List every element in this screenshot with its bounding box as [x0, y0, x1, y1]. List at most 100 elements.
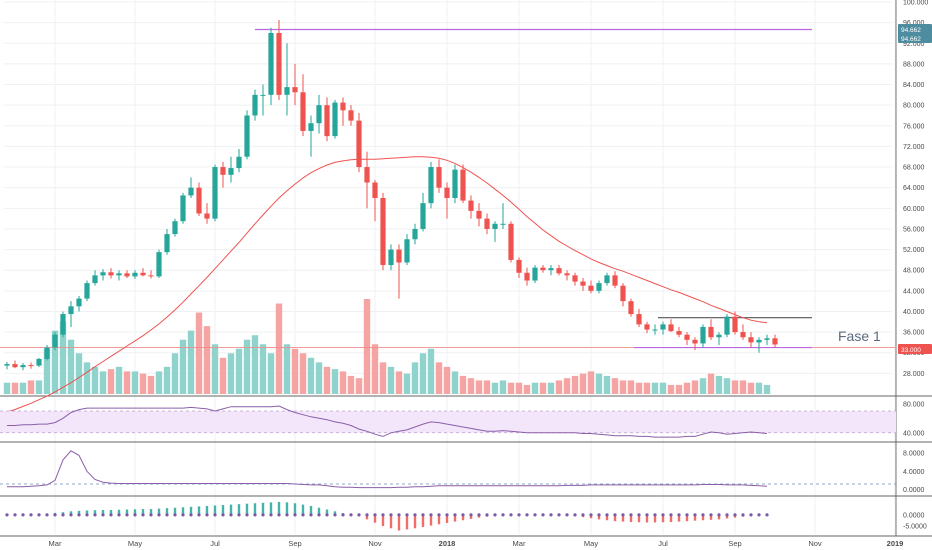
- horizontal-levels[interactable]: [0, 28, 896, 349]
- volume-bar: [51, 330, 59, 394]
- macd-tick-label: -5.0000: [903, 524, 927, 531]
- volume-bar: [539, 382, 547, 394]
- macd-marker: [365, 513, 369, 517]
- adx-panel: 8.0000 4.0000 0.0000: [0, 450, 925, 494]
- candle-body: [236, 156, 242, 169]
- volume-bar: [187, 330, 195, 394]
- price-axis[interactable]: 28.00032.00036.00040.00044.00048.00052.0…: [903, 0, 928, 378]
- macd-bar: [605, 514, 609, 521]
- macd-bar: [93, 510, 97, 515]
- macd-marker: [597, 513, 601, 517]
- macd-bar: [429, 514, 433, 526]
- macd-bar: [669, 514, 673, 523]
- time-tick-label: Nov: [808, 539, 822, 548]
- macd-marker: [309, 513, 313, 517]
- macd-bar: [293, 503, 297, 515]
- candle-body: [700, 326, 706, 344]
- macd-marker: [69, 513, 73, 517]
- macd-bar: [221, 505, 225, 515]
- time-tick-label: Jul: [210, 539, 220, 548]
- candle-body: [588, 285, 594, 291]
- candle-body: [692, 339, 698, 344]
- candle-body: [268, 32, 274, 95]
- macd-marker: [181, 513, 185, 517]
- adx-tick-label: 8.0000: [903, 451, 925, 458]
- macd-bar: [693, 514, 697, 521]
- price-tick-label: 52.000: [903, 247, 925, 254]
- volume-bar: [331, 369, 339, 394]
- volume-bar: [107, 369, 115, 394]
- volume-bar: [579, 373, 587, 394]
- macd-marker: [453, 513, 457, 517]
- volume-bar: [715, 375, 723, 394]
- macd-marker: [125, 513, 129, 517]
- volume-bar: [147, 375, 155, 394]
- macd-marker: [165, 513, 169, 517]
- macd-marker: [277, 513, 281, 517]
- volume-bar: [219, 357, 227, 394]
- candle-body: [108, 272, 114, 276]
- volume-bar: [283, 344, 291, 394]
- volume-bar: [507, 382, 515, 394]
- macd-bar: [613, 514, 617, 522]
- macd-marker: [613, 513, 617, 517]
- candle-body: [436, 167, 442, 188]
- volume-bar: [699, 378, 707, 394]
- volume-bar: [27, 380, 35, 394]
- volume-bar: [259, 344, 267, 394]
- macd-bar: [645, 514, 649, 523]
- volume-bar: [131, 371, 139, 394]
- macd-marker: [685, 513, 689, 517]
- macd-marker: [469, 513, 473, 517]
- macd-marker: [445, 513, 449, 517]
- macd-marker: [413, 513, 417, 517]
- macd-marker: [293, 513, 297, 517]
- candle-body: [364, 167, 370, 183]
- macd-tick-label: 0.0000: [903, 512, 925, 519]
- macd-marker: [565, 513, 569, 517]
- macd-marker: [61, 513, 65, 517]
- volume-bar: [267, 353, 275, 394]
- macd-marker: [573, 513, 577, 517]
- price-tick-label: 96.000: [903, 20, 925, 27]
- macd-marker: [709, 513, 713, 517]
- macd-bar: [365, 514, 369, 520]
- macd-marker: [21, 513, 25, 517]
- candle-body: [740, 332, 746, 338]
- candle-body: [132, 272, 138, 277]
- candle-body: [532, 267, 538, 281]
- candle-body: [68, 306, 74, 315]
- candle-body: [444, 187, 450, 198]
- macd-marker: [29, 513, 33, 517]
- volume-bar: [451, 371, 459, 394]
- volume-bar: [195, 312, 203, 394]
- candle-body: [44, 347, 50, 359]
- macd-bar: [125, 509, 129, 515]
- volume-bar: [315, 362, 323, 394]
- time-axis[interactable]: Mar May Jul Sep Nov 2018 Mar May Jul Sep Nov 2019: [49, 539, 904, 548]
- macd-marker: [621, 513, 625, 517]
- time-tick-label: May: [128, 539, 142, 548]
- volume-bar: [467, 378, 475, 394]
- volume-bar: [563, 378, 571, 394]
- macd-marker: [157, 513, 161, 517]
- macd-marker: [741, 513, 745, 517]
- macd-marker: [533, 513, 537, 517]
- volume-bar: [731, 380, 739, 394]
- candle-body: [28, 365, 34, 367]
- macd-bar: [301, 504, 305, 515]
- volume-bar: [203, 326, 211, 394]
- volume-bar: [427, 348, 435, 394]
- macd-marker: [205, 513, 209, 517]
- macd-marker: [429, 513, 433, 517]
- volume-bar: [723, 378, 731, 394]
- price-tag-current: 33.000: [898, 344, 932, 354]
- volume-bar: [123, 371, 131, 394]
- grid-lines: [0, 0, 932, 537]
- macd-bar: [117, 509, 121, 515]
- candle-body: [244, 115, 250, 157]
- macd-bar: [317, 507, 321, 515]
- macd-marker: [477, 513, 481, 517]
- candle-body: [12, 364, 18, 368]
